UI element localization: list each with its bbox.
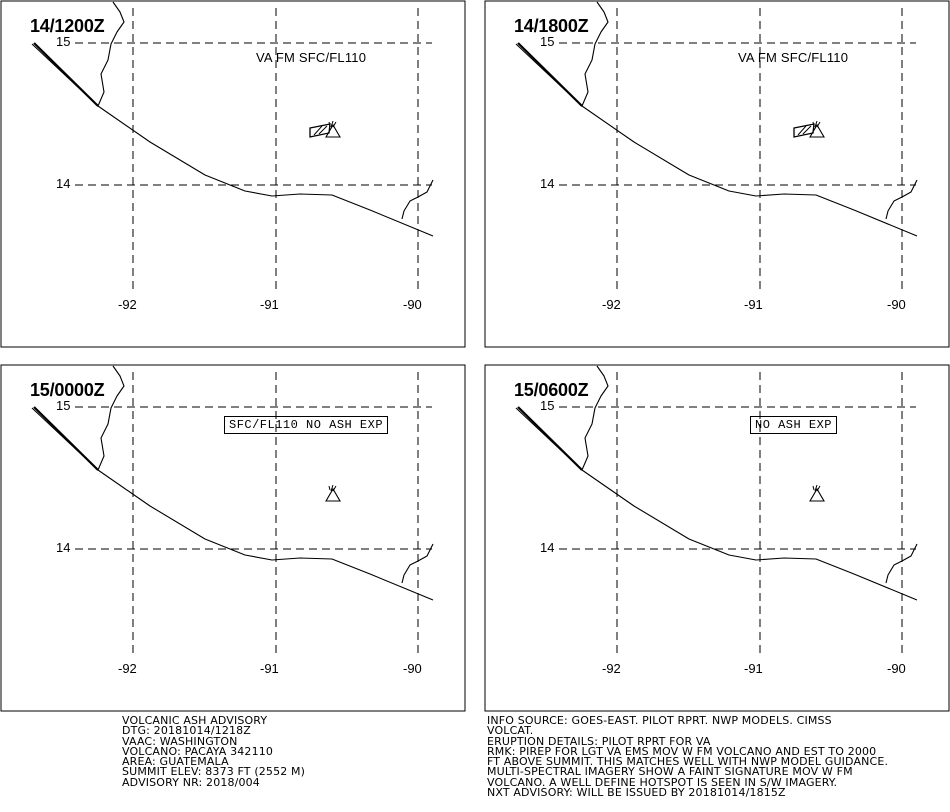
coastline — [31, 43, 434, 237]
border-el-salvador — [885, 543, 918, 584]
lon-label-92: -92 — [601, 661, 622, 676]
map-graphic — [484, 364, 950, 712]
panel-note: VA FM SFC/FL110 — [256, 50, 367, 65]
advisory-line: VOLCANIC ASH ADVISORY — [122, 714, 268, 727]
ash-cloud-polygon — [793, 123, 815, 138]
lat-label-15: 15 — [539, 34, 556, 49]
panel-frame — [484, 364, 950, 712]
lon-label-90: -90 — [402, 661, 423, 676]
advisory-line: AREA: GUATEMALA — [122, 755, 229, 769]
lat-label-14: 14 — [539, 176, 556, 191]
border-mexico — [581, 365, 609, 471]
volcano-icon — [325, 487, 341, 502]
map-graphic — [0, 364, 466, 712]
lon-label-92: -92 — [601, 297, 622, 312]
border-el-salvador — [401, 543, 434, 584]
border-el-salvador — [401, 179, 434, 220]
panel-frame — [0, 364, 466, 712]
coastline-highlight — [517, 406, 583, 471]
lon-label-90: -90 — [402, 297, 423, 312]
eruption-mark — [812, 484, 821, 492]
advisory-line: ADVISORY NR: 2018/004 — [122, 775, 260, 789]
panel-note: VA FM SFC/FL110 — [738, 50, 849, 65]
panel-frame — [484, 0, 950, 348]
map-graphic — [0, 0, 466, 348]
lon-label-92: -92 — [117, 297, 138, 312]
panel-frame — [0, 0, 466, 348]
panel-time-label: 15/0600Z — [514, 380, 589, 400]
lon-label-92: -92 — [117, 661, 138, 676]
coastline — [515, 43, 918, 237]
coastline-highlight — [33, 406, 99, 471]
lon-label-91: -91 — [259, 661, 280, 676]
forecast-panel-4: 15/0600Z NO ASH EXP 15 14 -92 -91 -90 — [484, 364, 950, 712]
advisory-line: SUMMIT ELEV: 8373 FT (2552 M) — [122, 765, 306, 779]
border-mexico — [97, 1, 125, 107]
advisory-line: VOLCANO. A WELL DEFINE HOTSPOT IS SEEN I… — [487, 775, 838, 789]
advisory-line: VOLCAT. — [487, 724, 534, 738]
advisory-right-block: INFO SOURCE: GOES-EAST. PILOT RPRT. NWP … — [487, 714, 889, 800]
coastline-highlight — [33, 42, 99, 107]
border-el-salvador — [885, 179, 918, 220]
ash-cloud-hatch — [313, 125, 328, 136]
lon-label-91: -91 — [743, 297, 764, 312]
panel-time-label: 14/1200Z — [30, 16, 105, 36]
coastline-highlight — [517, 42, 583, 107]
advisory-line: INFO SOURCE: GOES-EAST. PILOT RPRT. NWP … — [487, 714, 832, 727]
advisory-left-block: VOLCANIC ASH ADVISORY DTG: 20181014/1218… — [122, 714, 306, 789]
lat-label-14: 14 — [539, 540, 556, 555]
advisory-line: MULTI-SPECTRAL IMAGERY SHOW A FAINT SIGN… — [487, 765, 853, 779]
border-mexico — [581, 1, 609, 107]
lon-label-90: -90 — [886, 297, 907, 312]
border-mexico — [97, 365, 125, 471]
ash-cloud-hatch — [797, 125, 812, 136]
lon-label-91: -91 — [743, 661, 764, 676]
eruption-mark — [328, 484, 337, 492]
advisory-line: VOLCANO: PACAYA 342110 — [122, 744, 274, 758]
advisory-line: ERUPTION DETAILS: PILOT RPRT FOR VA — [487, 734, 711, 748]
volcano-icon — [809, 487, 825, 502]
panel-note: NO ASH EXP — [750, 416, 838, 434]
coastline — [515, 407, 918, 601]
advisory-line: DTG: 20181014/1218Z — [122, 724, 251, 738]
advisory-line: VAAC: WASHINGTON — [122, 734, 238, 748]
panel-note: SFC/FL110 NO ASH EXP — [224, 416, 389, 434]
advisory-line: NXT ADVISORY: WILL BE ISSUED BY 20181014… — [487, 786, 786, 800]
lat-label-15: 15 — [539, 398, 556, 413]
lat-label-15: 15 — [55, 398, 72, 413]
lon-label-90: -90 — [886, 661, 907, 676]
forecast-panel-2: 14/1800Z VA FM SFC/FL110 15 14 -92 -91 -… — [484, 0, 950, 348]
lat-label-14: 14 — [55, 540, 72, 555]
advisory-line: RMK: PIREP FOR LGT VA EMS MOV W FM VOLCA… — [487, 744, 877, 758]
lat-label-15: 15 — [55, 34, 72, 49]
panel-time-label: 14/1800Z — [514, 16, 589, 36]
map-graphic — [484, 0, 950, 348]
panel-time-label: 15/0000Z — [30, 380, 105, 400]
coastline — [31, 407, 434, 601]
lat-label-14: 14 — [55, 176, 72, 191]
forecast-panel-3: 15/0000Z SFC/FL110 NO ASH EXP 15 14 -92 … — [0, 364, 466, 712]
ash-cloud-polygon — [309, 123, 331, 138]
forecast-panel-1: 14/1200Z VA FM SFC/FL110 15 14 -92 -91 -… — [0, 0, 466, 348]
advisory-line: FT ABOVE SUMMIT. THIS MATCHES WELL WITH … — [487, 755, 889, 769]
lon-label-91: -91 — [259, 297, 280, 312]
